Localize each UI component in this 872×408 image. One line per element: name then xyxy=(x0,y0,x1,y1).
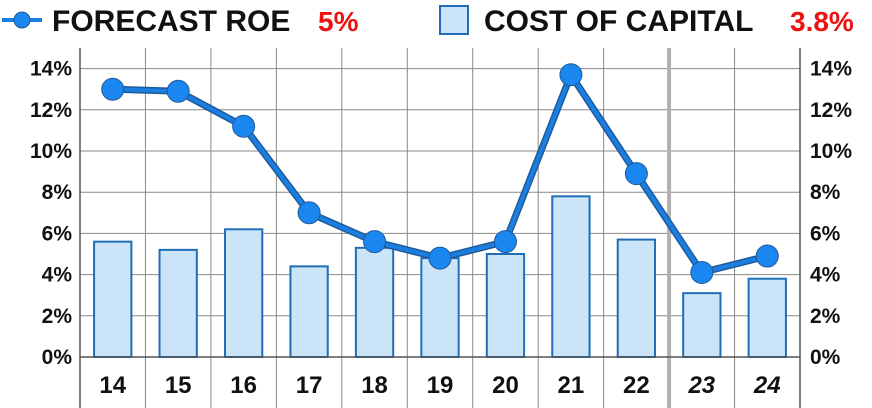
bar-23 xyxy=(682,292,722,359)
roe-point-19 xyxy=(428,246,452,270)
bar-16 xyxy=(223,228,264,358)
ytick-right-10: 10% xyxy=(810,140,852,163)
xtick-14: 14 xyxy=(99,372,126,399)
bar-14 xyxy=(93,240,133,358)
bar-18 xyxy=(354,246,395,359)
bar-17 xyxy=(289,265,329,358)
legend-roe-marker xyxy=(2,11,42,29)
roe-point-17 xyxy=(297,201,321,225)
xtick-23: 23 xyxy=(687,372,715,399)
ytick-right-0: 0% xyxy=(810,346,841,369)
bar-21 xyxy=(551,195,591,358)
bar-15 xyxy=(158,248,198,359)
ytick-left-6: 6% xyxy=(42,222,73,245)
bar-19 xyxy=(420,257,460,358)
plot-area: 0% 0% 2% 2% 4% 4% 6% 6% 8% 8% 10% 10% 12% 12% 14% 14% 14… xyxy=(30,48,852,408)
bar-20 xyxy=(485,253,526,358)
xtick-18: 18 xyxy=(361,372,388,399)
legend-coc-label: COST OF CAPITAL xyxy=(484,5,753,38)
legend-coc-swatch xyxy=(439,5,469,35)
legend-coc-value: 3.8% xyxy=(790,6,854,37)
roe-point-15 xyxy=(166,79,190,103)
xtick-17: 17 xyxy=(296,372,323,399)
roe-point-21 xyxy=(559,63,583,87)
bar-24 xyxy=(747,277,787,358)
xtick-24: 24 xyxy=(753,372,781,399)
ytick-left-12: 12% xyxy=(30,99,72,122)
xtick-22: 22 xyxy=(623,372,650,399)
ytick-left-14: 14% xyxy=(30,58,72,81)
roe-point-14 xyxy=(101,77,125,101)
roe-point-22 xyxy=(624,162,648,186)
ytick-right-14: 14% xyxy=(810,58,852,81)
roe-point-16 xyxy=(232,114,256,138)
ytick-left-10: 10% xyxy=(30,140,72,163)
roe-point-24 xyxy=(755,244,779,268)
ytick-right-8: 8% xyxy=(810,181,841,204)
ytick-left-0: 0% xyxy=(42,346,73,369)
ytick-left-4: 4% xyxy=(42,264,73,287)
xtick-21: 21 xyxy=(558,372,585,399)
xtick-19: 19 xyxy=(427,372,454,399)
ytick-right-12: 12% xyxy=(810,99,852,122)
xtick-16: 16 xyxy=(230,372,257,399)
roe-point-20 xyxy=(493,230,517,254)
legend-roe-label: FORECAST ROE xyxy=(52,5,290,38)
ytick-right-4: 4% xyxy=(810,264,841,287)
ytick-right-6: 6% xyxy=(810,222,841,245)
bar-22 xyxy=(616,238,657,358)
ytick-left-8: 8% xyxy=(42,181,73,204)
roe-point-23 xyxy=(690,261,714,285)
legend: FORECAST ROE 5% COST OF CAPITAL 3.8% xyxy=(2,5,854,38)
xtick-20: 20 xyxy=(492,372,519,399)
roe-point-18 xyxy=(363,230,387,254)
ytick-left-2: 2% xyxy=(42,305,73,328)
ytick-right-2: 2% xyxy=(810,305,841,328)
legend-roe-value: 5% xyxy=(318,6,359,37)
xtick-15: 15 xyxy=(165,372,192,399)
